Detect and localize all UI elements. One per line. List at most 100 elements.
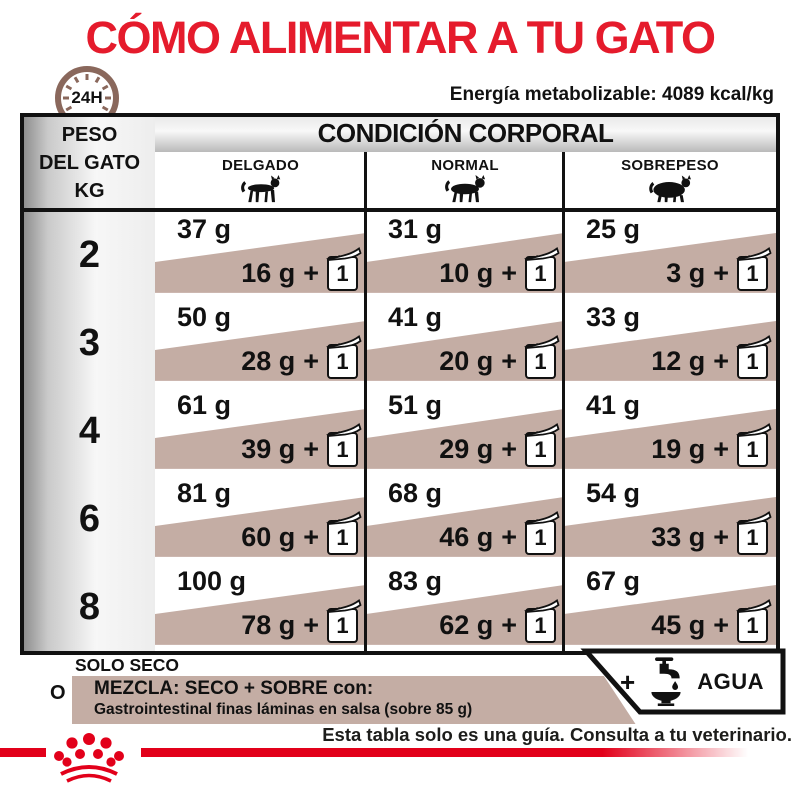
dry-amount: 33 g <box>586 302 641 332</box>
mix-dry-amount: 29 g <box>439 434 494 464</box>
pouch-flap-icon <box>524 599 560 613</box>
mix-amount: 39 g + 1 <box>241 423 362 467</box>
pouch-count: 1 <box>336 612 349 638</box>
pouch-icon: 1 <box>326 247 362 291</box>
feeding-cell: 83 g 62 g + 1 <box>366 563 564 651</box>
table-row: 100 g 78 g + 1 83 g 62 g + 1 <box>155 563 776 651</box>
dry-amount: 41 g <box>586 390 641 420</box>
pouch-flap-icon <box>326 247 362 261</box>
weight-value: 8 <box>78 585 101 628</box>
dry-amount: 100 g <box>177 566 247 596</box>
pouch-icon: 1 <box>736 247 772 291</box>
mix-amount: 16 g + 1 <box>241 247 362 291</box>
disclaimer-text: Esta tabla solo es una guía. Consulta a … <box>322 724 792 745</box>
pouch-icon: 1 <box>326 423 362 467</box>
feeding-cell: 51 g 29 g + 1 <box>366 387 564 475</box>
table-rows: 37 g 16 g + 1 31 g 10 g + 1 <box>155 211 776 651</box>
mix-dry-amount: 62 g <box>439 610 494 640</box>
mix-amount: 60 g + 1 <box>241 511 362 555</box>
pouch-icon: 1 <box>326 511 362 555</box>
feeding-cell: 33 g 12 g + 1 <box>564 299 776 387</box>
pouch-icon: 1 <box>326 599 362 643</box>
pouch-flap-icon <box>326 511 362 525</box>
plus-sign: + <box>303 434 319 464</box>
pouch-count: 1 <box>746 260 759 286</box>
feeding-table: CONDICIÓN CORPORAL DELGADO <box>20 113 780 655</box>
pouch-count: 1 <box>336 436 349 462</box>
plus-sign: + <box>713 258 729 288</box>
pouch-icon: 1 <box>524 247 560 291</box>
mix-amount: 45 g + 1 <box>651 599 772 643</box>
mix-dry-amount: 33 g <box>651 522 706 552</box>
pouch-icon: 1 <box>524 423 560 467</box>
mix-dry-amount: 16 g <box>241 258 296 288</box>
mix-amount: 20 g + 1 <box>439 335 560 379</box>
or-label: O <box>50 682 66 704</box>
table-row: 81 g 60 g + 1 68 g 46 g + 1 <box>155 475 776 563</box>
brand-crown-logo <box>54 733 124 783</box>
plus-sign: + <box>713 610 729 640</box>
dry-amount: 31 g <box>388 214 443 244</box>
weight-value: 2 <box>78 233 101 276</box>
feeding-cell: 41 g 19 g + 1 <box>564 387 776 475</box>
feeding-cell: 68 g 46 g + 1 <box>366 475 564 563</box>
plus-sign: + <box>620 666 636 697</box>
pouch-flap-icon <box>524 511 560 525</box>
dry-amount: 54 g <box>586 478 641 508</box>
feeding-cell: 61 g 39 g + 1 <box>155 387 366 475</box>
column-header-normal: NORMAL <box>366 152 564 208</box>
dry-only-label: SOLO SECO <box>75 655 180 675</box>
pouch-count: 1 <box>534 524 547 550</box>
mix-amount: 28 g + 1 <box>241 335 362 379</box>
page-title: CÓMO ALIMENTAR A TU GATO <box>85 12 716 63</box>
plus-sign: + <box>501 258 517 288</box>
thin-cat-icon <box>240 175 280 203</box>
mix-amount: 46 g + 1 <box>439 511 560 555</box>
plus-sign: + <box>303 258 319 288</box>
plus-sign: + <box>713 434 729 464</box>
pouch-count: 1 <box>336 260 349 286</box>
pouch-icon: 1 <box>326 335 362 379</box>
mix-dry-amount: 60 g <box>241 522 296 552</box>
dry-amount: 67 g <box>586 566 641 596</box>
pouch-flap-icon <box>524 247 560 261</box>
footer-red-line-fade <box>141 748 748 757</box>
feeding-cell: 100 g 78 g + 1 <box>155 563 366 651</box>
pouch-flap-icon <box>326 599 362 613</box>
dry-amount: 51 g <box>388 390 443 420</box>
weight-column-header: PESO DEL GATO KG <box>24 117 155 211</box>
weight-header-line: PESO <box>61 124 118 146</box>
mix-banner: MEZCLA: SECO + SOBRE con: Gastrointestin… <box>72 676 636 724</box>
clock-24h-icon <box>55 66 119 130</box>
plus-sign: + <box>303 522 319 552</box>
pouch-count: 1 <box>336 524 349 550</box>
weight-value: 6 <box>78 497 101 540</box>
table-row: 61 g 39 g + 1 51 g 29 g + 1 <box>155 387 776 475</box>
pouch-icon: 1 <box>736 511 772 555</box>
mix-dry-amount: 28 g <box>241 346 296 376</box>
pouch-flap-icon <box>736 599 772 613</box>
plus-sign: + <box>501 522 517 552</box>
dry-amount: 37 g <box>177 214 232 244</box>
mix-amount: 33 g + 1 <box>651 511 772 555</box>
pouch-icon: 1 <box>524 335 560 379</box>
plus-sign: + <box>501 610 517 640</box>
plus-sign: + <box>303 610 319 640</box>
header-divider-line <box>24 208 776 212</box>
pouch-count: 1 <box>534 348 547 374</box>
mix-dry-amount: 3 g <box>666 258 706 288</box>
feeding-cell: 25 g 3 g + 1 <box>564 211 776 299</box>
mix-amount: 78 g + 1 <box>241 599 362 643</box>
column-divider-line <box>364 152 367 651</box>
table-row: 50 g 28 g + 1 41 g 20 g + 1 <box>155 299 776 387</box>
pouch-count: 1 <box>746 612 759 638</box>
clock-24h-label: 24H <box>71 88 103 107</box>
pouch-flap-icon <box>736 423 772 437</box>
pouch-icon: 1 <box>736 599 772 643</box>
weight-header-line: DEL GATO <box>38 152 141 174</box>
condition-labels-row: DELGADO NORMAL <box>155 152 776 208</box>
condition-header: CONDICIÓN CORPORAL <box>317 118 614 148</box>
dry-amount: 83 g <box>388 566 443 596</box>
plus-sign: + <box>713 346 729 376</box>
feeding-cell: 67 g 45 g + 1 <box>564 563 776 651</box>
